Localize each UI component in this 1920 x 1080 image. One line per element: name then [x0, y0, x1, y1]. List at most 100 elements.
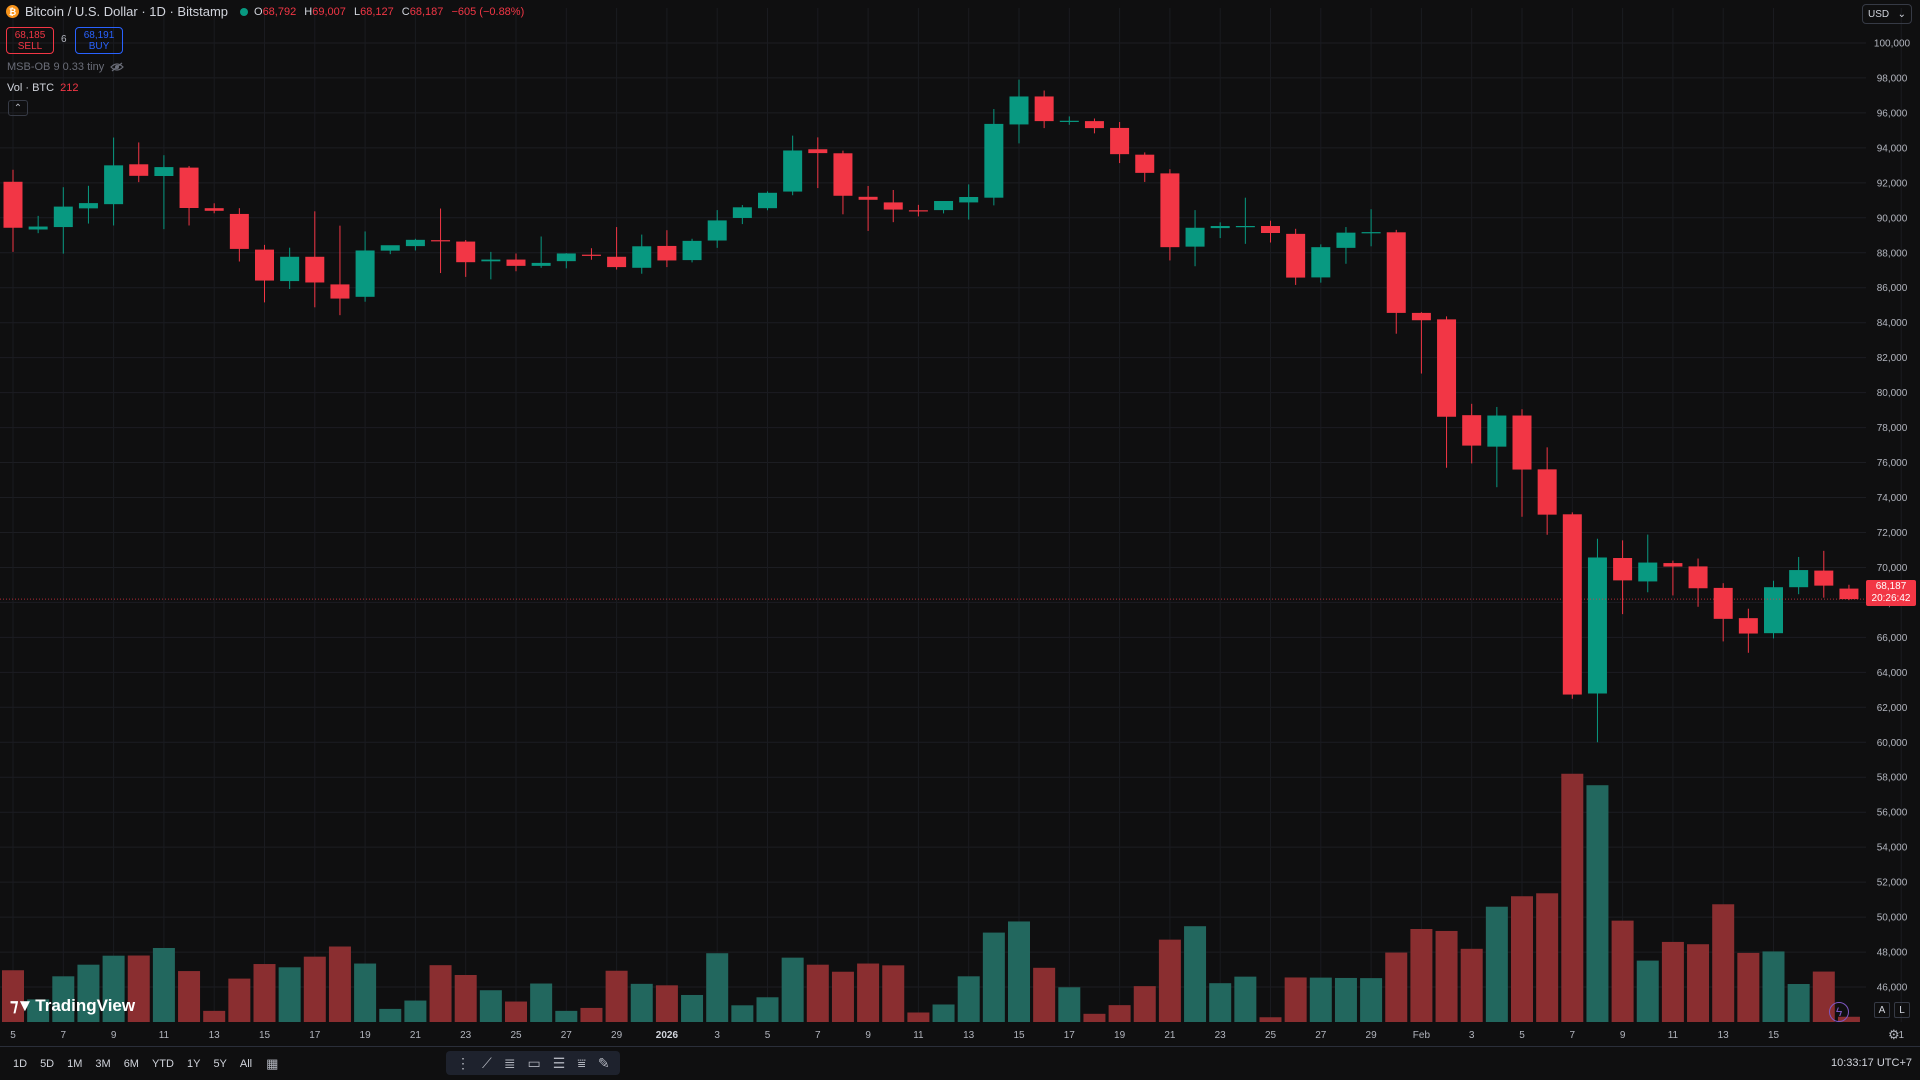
candle-body[interactable]: [1210, 226, 1230, 229]
buy-button[interactable]: 68,191 BUY: [75, 27, 123, 54]
range-button-3m[interactable]: 3M: [95, 1057, 111, 1070]
candle-body[interactable]: [330, 284, 350, 299]
candle-body[interactable]: [506, 259, 526, 266]
auto-scale-button[interactable]: A: [1874, 1002, 1890, 1018]
calendar-icon[interactable]: ▦: [266, 1055, 279, 1071]
candle-body[interactable]: [707, 220, 727, 241]
candle-body[interactable]: [1537, 469, 1557, 515]
symbol-title[interactable]: Bitcoin / U.S. Dollar · 1D · Bitstamp: [25, 4, 228, 19]
range-button-ytd[interactable]: YTD: [151, 1057, 174, 1070]
candle-body[interactable]: [657, 245, 677, 261]
candle-body[interactable]: [28, 226, 48, 230]
eye-icon[interactable]: [110, 62, 125, 72]
candle-body[interactable]: [783, 150, 803, 192]
range-button-all[interactable]: All: [239, 1057, 253, 1070]
candle-body[interactable]: [1738, 618, 1758, 634]
parallel-channel-icon[interactable]: ⩸: [577, 1054, 586, 1071]
candle-body[interactable]: [1286, 233, 1306, 278]
sell-button[interactable]: 68,185 SELL: [6, 27, 54, 54]
candle-body[interactable]: [908, 210, 928, 212]
candle-body[interactable]: [1487, 415, 1507, 447]
candle-body[interactable]: [959, 196, 979, 203]
candle-body[interactable]: [581, 254, 601, 256]
candle-body[interactable]: [808, 149, 828, 154]
rectangle-icon[interactable]: ▭: [527, 1054, 541, 1071]
candle-body[interactable]: [280, 256, 300, 282]
candle-body[interactable]: [531, 262, 551, 266]
candle-body[interactable]: [1587, 557, 1607, 694]
candle-body[interactable]: [1009, 96, 1029, 125]
candle-body[interactable]: [1084, 121, 1104, 129]
collapse-legend-button[interactable]: ⌃: [8, 100, 28, 116]
candle-body[interactable]: [1160, 173, 1180, 248]
candle-body[interactable]: [154, 167, 174, 177]
log-scale-button[interactable]: L: [1894, 1002, 1910, 1018]
currency-select[interactable]: USD ⌄: [1862, 4, 1912, 24]
candle-body[interactable]: [3, 181, 23, 228]
fib-retracement-icon[interactable]: ☰: [552, 1054, 566, 1071]
candle-body[interactable]: [1034, 96, 1054, 122]
candle-body[interactable]: [355, 250, 375, 297]
candle-body[interactable]: [1839, 588, 1859, 600]
candle-body[interactable]: [934, 201, 954, 211]
candle-body[interactable]: [481, 259, 501, 262]
candle-body[interactable]: [229, 213, 249, 249]
candle-body[interactable]: [607, 256, 627, 268]
candle-body[interactable]: [833, 153, 853, 196]
candle-body[interactable]: [1663, 563, 1683, 567]
candle-body[interactable]: [380, 245, 400, 251]
candle-body[interactable]: [255, 249, 274, 281]
candle-body[interactable]: [682, 240, 702, 261]
candle-body[interactable]: [1437, 319, 1457, 417]
range-button-5d[interactable]: 5D: [40, 1057, 55, 1070]
candle-body[interactable]: [179, 167, 199, 209]
range-button-6m[interactable]: 6M: [123, 1057, 139, 1070]
candle-body[interactable]: [1512, 415, 1532, 470]
lightning-icon[interactable]: ϟ: [1829, 1002, 1849, 1022]
candle-body[interactable]: [431, 240, 451, 242]
candle-body[interactable]: [556, 253, 576, 262]
candle-body[interactable]: [1336, 232, 1356, 248]
candle-body[interactable]: [1562, 514, 1582, 695]
candle-body[interactable]: [1764, 587, 1783, 634]
range-button-5y[interactable]: 5Y: [213, 1057, 227, 1070]
brush-icon[interactable]: ✎: [597, 1054, 610, 1071]
candle-body[interactable]: [1386, 232, 1406, 313]
candle-body[interactable]: [456, 241, 476, 263]
horizontal-lines-icon[interactable]: ≣: [503, 1054, 516, 1071]
candle-body[interactable]: [104, 165, 124, 205]
drag-handle-icon[interactable]: ⋮: [456, 1054, 470, 1071]
range-button-1y[interactable]: 1Y: [186, 1057, 201, 1070]
candle-body[interactable]: [758, 192, 777, 209]
candle-body[interactable]: [53, 206, 73, 228]
candle-body[interactable]: [1613, 558, 1633, 581]
candle-body[interactable]: [1235, 226, 1255, 228]
candle-body[interactable]: [1059, 120, 1079, 122]
candle-body[interactable]: [1135, 154, 1155, 173]
range-button-1m[interactable]: 1M: [67, 1057, 83, 1070]
candle-body[interactable]: [732, 207, 752, 218]
candle-body[interactable]: [204, 208, 224, 211]
volume-legend[interactable]: Vol · BTC 212: [7, 82, 78, 94]
candle-body[interactable]: [1185, 227, 1205, 247]
trend-line-icon[interactable]: ⟋: [482, 1054, 492, 1071]
market-status-dot[interactable]: [240, 7, 248, 16]
candle-body[interactable]: [858, 196, 878, 200]
indicator-legend[interactable]: MSB-OB 9 0.33 tiny: [7, 61, 125, 73]
candle-body[interactable]: [1110, 127, 1130, 155]
candle-body[interactable]: [1261, 226, 1280, 234]
candle-body[interactable]: [1361, 232, 1381, 234]
settings-icon[interactable]: ⚙: [1888, 1027, 1900, 1042]
tradingview-logo[interactable]: ⁊▼ TradingView: [10, 996, 135, 1016]
candle-body[interactable]: [129, 164, 149, 176]
candle-body[interactable]: [1411, 312, 1431, 321]
candle-body[interactable]: [1814, 570, 1834, 586]
candle-body[interactable]: [1638, 562, 1658, 582]
candle-body[interactable]: [1311, 247, 1331, 278]
range-button-1d[interactable]: 1D: [13, 1057, 28, 1070]
candle-body[interactable]: [1713, 587, 1733, 619]
candle-body[interactable]: [984, 123, 1004, 198]
candle-body[interactable]: [632, 246, 652, 268]
candle-body[interactable]: [78, 203, 98, 209]
